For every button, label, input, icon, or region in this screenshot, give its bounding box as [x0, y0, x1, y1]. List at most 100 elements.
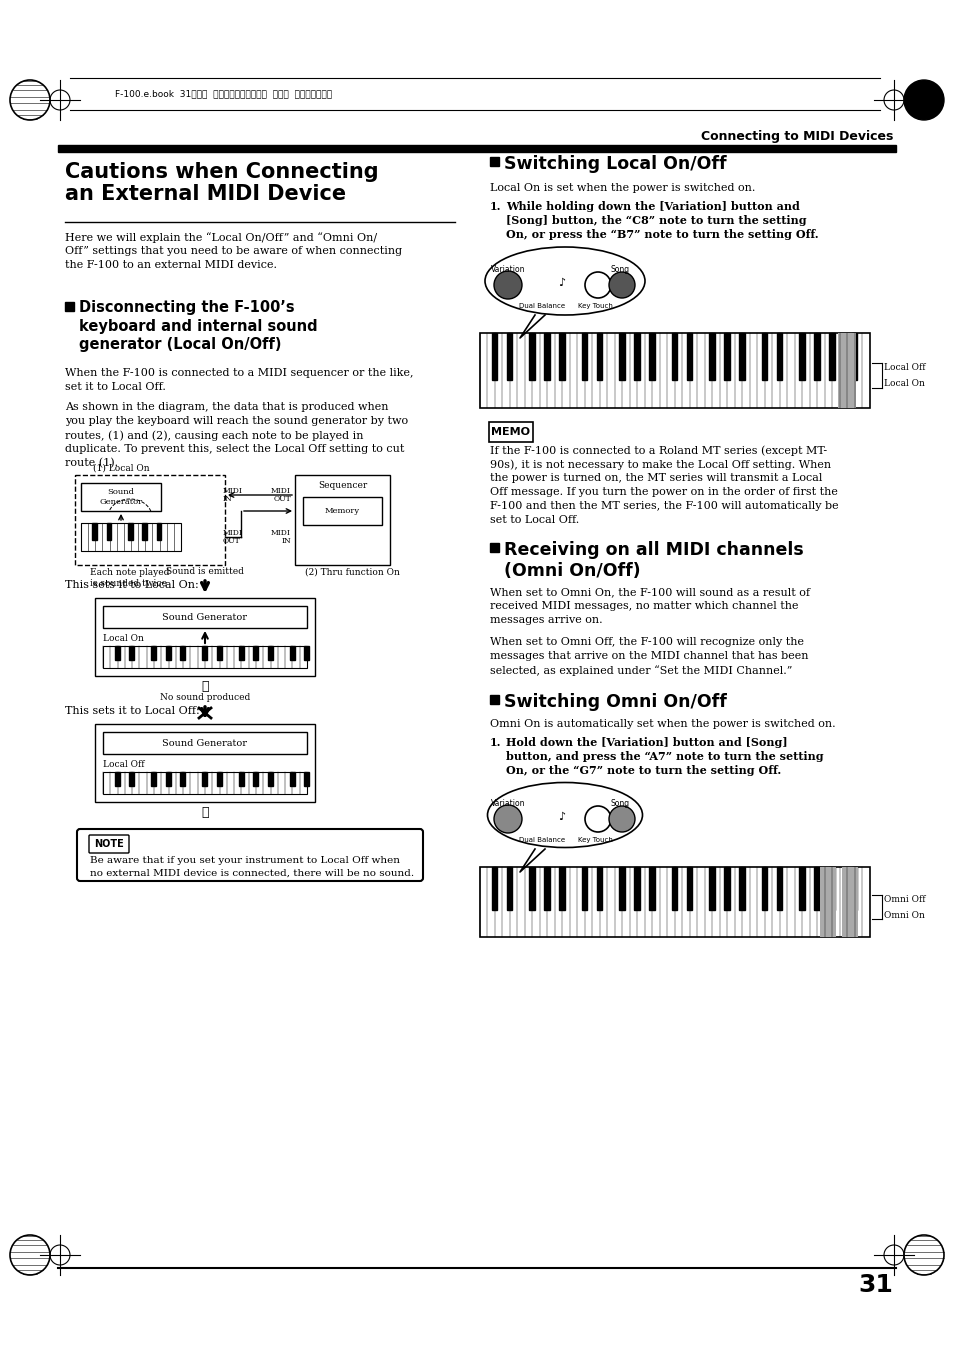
Text: On, or press the “B7” note to turn the setting Off.: On, or press the “B7” note to turn the s… — [505, 230, 818, 240]
Bar — [776, 867, 781, 911]
Bar — [65, 303, 74, 311]
Bar — [492, 867, 497, 911]
Circle shape — [608, 807, 635, 832]
Bar — [92, 523, 97, 540]
Text: selected, as explained under “Set the MIDI Channel.”: selected, as explained under “Set the MI… — [490, 665, 792, 676]
Text: Memory: Memory — [325, 507, 359, 515]
Bar — [142, 523, 147, 540]
Bar — [103, 607, 307, 628]
Bar — [544, 867, 549, 911]
Text: MIDI
IN: MIDI IN — [271, 528, 291, 546]
Text: Song: Song — [610, 798, 629, 808]
Text: (2) Thru function On: (2) Thru function On — [305, 567, 399, 577]
Text: Key Touch: Key Touch — [577, 838, 612, 843]
Bar — [837, 332, 855, 408]
Text: no external MIDI device is connected, there will be no sound.: no external MIDI device is connected, th… — [90, 869, 414, 878]
Text: (1) Local On: (1) Local On — [92, 463, 150, 473]
Bar — [723, 332, 729, 380]
Text: No sound produced: No sound produced — [160, 693, 250, 703]
Bar — [581, 332, 587, 380]
Bar — [114, 771, 120, 786]
Circle shape — [494, 805, 521, 834]
Text: Hold down the [Variation] button and [Song]: Hold down the [Variation] button and [So… — [505, 738, 787, 748]
Text: Here we will explain the “Local On/Off” and “Omni On/: Here we will explain the “Local On/Off” … — [65, 232, 376, 243]
Bar — [544, 332, 549, 380]
Bar — [180, 646, 185, 661]
Text: set it to Local Off.: set it to Local Off. — [65, 382, 166, 392]
Bar — [634, 332, 639, 380]
Bar — [739, 867, 744, 911]
Text: When set to Omni On, the F-100 will sound as a result of: When set to Omni On, the F-100 will soun… — [490, 586, 809, 597]
Text: Omni On: Omni On — [883, 911, 923, 920]
Bar — [558, 332, 564, 380]
Bar — [671, 332, 677, 380]
Text: routes, (1) and (2), causing each note to be played in: routes, (1) and (2), causing each note t… — [65, 430, 363, 440]
Text: 90s), it is not necessary to make the Local Off setting. When: 90s), it is not necessary to make the Lo… — [490, 459, 830, 470]
Bar — [814, 867, 819, 911]
Bar — [739, 332, 744, 380]
Bar — [490, 157, 498, 166]
Bar — [216, 646, 221, 661]
Bar — [723, 867, 729, 911]
Bar — [649, 867, 654, 911]
Bar — [289, 771, 294, 786]
Text: duplicate. To prevent this, select the Local Off setting to cut: duplicate. To prevent this, select the L… — [65, 444, 404, 454]
Text: On, or the “G7” note to turn the setting Off.: On, or the “G7” note to turn the setting… — [505, 765, 781, 775]
Bar — [156, 523, 161, 540]
Bar — [268, 771, 273, 786]
Bar — [202, 646, 207, 661]
Bar — [709, 332, 714, 380]
Text: Be aware that if you set your instrument to Local Off when: Be aware that if you set your instrument… — [90, 857, 399, 865]
Text: ♪: ♪ — [558, 812, 565, 821]
Bar — [75, 476, 225, 565]
Bar — [253, 646, 258, 661]
Text: received MIDI messages, no matter which channel the: received MIDI messages, no matter which … — [490, 601, 798, 611]
Text: messages that arrive on the MIDI channel that has been: messages that arrive on the MIDI channel… — [490, 651, 807, 661]
Bar — [304, 646, 309, 661]
Text: This sets it to Local Off:: This sets it to Local Off: — [65, 707, 199, 716]
Bar — [166, 646, 171, 661]
Bar — [618, 332, 624, 380]
Bar — [151, 646, 156, 661]
Bar — [103, 771, 307, 794]
Bar — [799, 867, 804, 911]
Bar — [814, 332, 819, 380]
Bar — [81, 484, 161, 511]
Bar — [289, 646, 294, 661]
Bar — [490, 694, 498, 704]
Text: Disconnecting the F-100’s
keyboard and internal sound
generator (Local On/Off): Disconnecting the F-100’s keyboard and i… — [79, 300, 317, 353]
Bar — [103, 646, 307, 667]
Text: Off message. If you turn the power on in the order of first the: Off message. If you turn the power on in… — [490, 486, 837, 497]
Bar — [761, 867, 766, 911]
Text: Local On: Local On — [883, 378, 923, 388]
Text: When the F-100 is connected to a MIDI sequencer or the like,: When the F-100 is connected to a MIDI se… — [65, 367, 413, 378]
Circle shape — [608, 272, 635, 299]
Text: Local On is set when the power is switched on.: Local On is set when the power is switch… — [490, 182, 755, 193]
Text: When set to Omni Off, the F-100 will recognize only the: When set to Omni Off, the F-100 will rec… — [490, 638, 803, 647]
Text: F-100.e.book  31ページ  ２００３年８月２９日  金曜日  午前９時４８分: F-100.e.book 31ページ ２００３年８月２９日 金曜日 午前９時４８… — [115, 89, 332, 99]
Bar — [304, 771, 309, 786]
Bar — [686, 867, 692, 911]
Bar — [81, 523, 181, 551]
Bar — [828, 332, 834, 380]
Text: Local Off: Local Off — [883, 363, 924, 373]
Bar — [671, 867, 677, 911]
Bar — [828, 867, 834, 911]
Bar — [58, 145, 895, 153]
Circle shape — [584, 272, 610, 299]
Text: Sound is emitted: Sound is emitted — [166, 567, 244, 576]
Bar — [253, 771, 258, 786]
Text: Off” settings that you need to be aware of when connecting: Off” settings that you need to be aware … — [65, 246, 402, 255]
Text: NOTE: NOTE — [94, 839, 124, 848]
Bar — [180, 771, 185, 786]
Bar — [634, 867, 639, 911]
Text: the power is turned on, the MT series will transmit a Local: the power is turned on, the MT series wi… — [490, 473, 821, 484]
Bar — [776, 332, 781, 380]
Text: Cautions when Connecting
an External MIDI Device: Cautions when Connecting an External MID… — [65, 162, 378, 204]
Text: Dual Balance: Dual Balance — [518, 838, 564, 843]
Text: Receiving on all MIDI channels
(Omni On/Off): Receiving on all MIDI channels (Omni On/… — [503, 540, 803, 580]
Bar — [238, 646, 243, 661]
Text: Each note played
is sounded twice: Each note played is sounded twice — [90, 567, 170, 588]
Bar — [128, 523, 132, 540]
Bar — [114, 646, 120, 661]
